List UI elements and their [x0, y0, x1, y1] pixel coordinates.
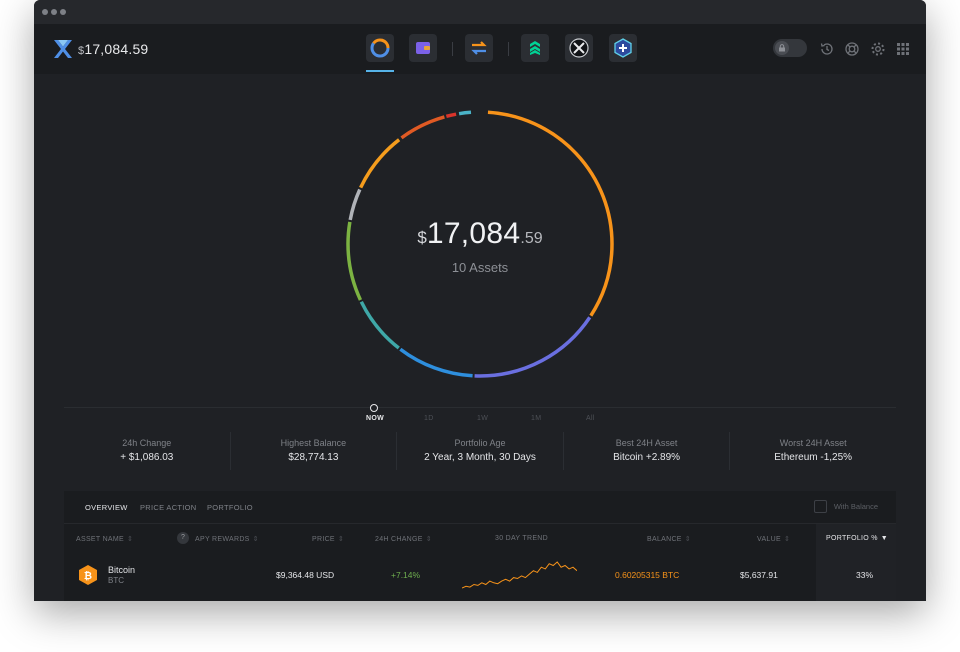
stat-label: Best 24H Asset	[615, 438, 678, 448]
bitcoin-icon: ₿	[79, 565, 97, 585]
nav-compound-app-button[interactable]	[521, 34, 549, 62]
xlm-app-icon	[569, 38, 589, 58]
stat-label: 24h Change	[122, 438, 172, 448]
history-icon[interactable]	[819, 41, 835, 57]
nav-portfolio-button[interactable]	[366, 34, 394, 62]
asset-30-day-trend	[462, 561, 577, 589]
assets-table: OVERVIEW PRICE ACTION PORTFOLIO With Bal…	[64, 491, 896, 601]
stat-best-24h-asset: Best 24H Asset Bitcoin +2.89%	[564, 432, 731, 470]
timeline-option-1d[interactable]: 1D	[424, 415, 434, 422]
window-control-minimize[interactable]	[51, 9, 57, 15]
compound-app-icon	[530, 41, 540, 55]
asset-balance: 0.60205315 BTC	[615, 570, 680, 580]
lock-icon	[775, 41, 789, 55]
add-app-icon	[614, 38, 632, 58]
asset-name: Bitcoin	[108, 565, 136, 575]
asset-24h-change: +7.14%	[391, 570, 421, 580]
lock-toggle[interactable]	[773, 39, 807, 57]
settings-icon[interactable]	[870, 41, 886, 57]
window-control-maximize[interactable]	[60, 9, 66, 15]
column-balance[interactable]: BALANCE ⇕	[647, 536, 691, 543]
timeline-track	[64, 407, 896, 408]
timeline-option-1m[interactable]: 1M	[531, 415, 542, 422]
with-balance-label: With Balance	[833, 502, 878, 511]
stat-label: Worst 24H Asset	[779, 438, 847, 448]
stat-portfolio-age: Portfolio Age 2 Year, 3 Month, 30 Days	[397, 432, 564, 470]
table-header: ASSET NAME ⇕ ? APY REWARDS ⇕ PRICE ⇕ 24H CH…	[64, 523, 896, 553]
window-control-close[interactable]	[42, 9, 48, 15]
help-icon[interactable]: ?	[177, 532, 189, 544]
column-30-day-trend: 30 DAY TREND	[495, 535, 549, 542]
nav-add-app-button[interactable]	[609, 34, 637, 62]
portfolio-column-highlight	[816, 523, 896, 601]
asset-portfolio-pct: 33%	[856, 570, 874, 580]
stat-label: Highest Balance	[280, 438, 347, 448]
portfolio-main: $17,084.59 10 Assets NOW 1D 1W 1M All 24…	[34, 74, 926, 601]
asset-ticker: BTC	[108, 576, 124, 585]
stat-worst-24h-asset: Worst 24H Asset Ethereum -1,25%	[730, 432, 896, 470]
support-icon[interactable]	[844, 41, 860, 57]
portfolio-donut-chart[interactable]	[344, 108, 616, 380]
apps-grid-icon[interactable]	[895, 41, 911, 57]
exodus-logo-icon	[54, 40, 72, 58]
stat-value: $28,774.13	[288, 452, 339, 463]
stat-label: Portfolio Age	[454, 438, 506, 448]
column-asset-name[interactable]: ASSET NAME ⇕	[76, 536, 134, 543]
nav-separator	[452, 42, 453, 56]
timeline-option-all[interactable]: All	[586, 415, 595, 422]
asset-price: $9,364.48 USD	[276, 570, 335, 580]
app-header: $17,084.59	[34, 24, 926, 74]
portfolio-total: $17,084.59	[417, 217, 543, 250]
nav-wallet-button[interactable]	[409, 34, 437, 62]
stat-24h-change: 24h Change + $1,086.03	[64, 432, 231, 470]
wallet-icon	[416, 42, 430, 54]
timeline-option-now[interactable]: NOW	[366, 415, 385, 422]
timeline-option-1w[interactable]: 1W	[477, 415, 489, 422]
exchange-icon	[471, 41, 487, 55]
stat-value: + $1,086.03	[120, 452, 174, 463]
stat-highest-balance: Highest Balance $28,774.13	[231, 432, 398, 470]
table-row[interactable]: ₿ Bitcoin BTC $9,364.48 USD +7.14% 0.602…	[64, 553, 896, 599]
stat-value: Ethereum -1,25%	[774, 452, 853, 463]
column-price[interactable]: PRICE ⇕	[312, 536, 345, 543]
asset-value: $5,637.91	[740, 570, 778, 580]
tab-price-action[interactable]: PRICE ACTION	[140, 503, 197, 512]
stat-value: 2 Year, 3 Month, 30 Days	[424, 452, 536, 463]
with-balance-checkbox[interactable]	[813, 500, 827, 513]
timeline-handle[interactable]	[370, 404, 378, 412]
title-bar	[34, 0, 926, 24]
nav-separator	[508, 42, 509, 56]
asset-count: 10 Assets	[451, 260, 509, 275]
column-value[interactable]: VALUE ⇕	[757, 536, 791, 543]
nav-xlm-app-button[interactable]	[565, 34, 593, 62]
tab-portfolio[interactable]: PORTFOLIO	[207, 503, 253, 512]
with-balance-filter[interactable]: With Balance	[813, 500, 878, 513]
portfolio-icon	[370, 38, 390, 58]
tab-overview[interactable]: OVERVIEW	[85, 503, 128, 512]
app-window: $17,084.59	[34, 0, 926, 601]
column-apy-rewards[interactable]: APY REWARDS ⇕	[195, 536, 259, 543]
nav-exchange-button[interactable]	[465, 34, 493, 62]
column-24h-change[interactable]: 24H CHANGE ⇕	[375, 536, 432, 543]
header-balance: $17,084.59	[78, 41, 149, 57]
table-tabs: OVERVIEW PRICE ACTION PORTFOLIO With Bal…	[64, 491, 896, 523]
nav-active-indicator	[366, 70, 394, 72]
stat-value: Bitcoin +2.89%	[613, 452, 681, 463]
svg-text:₿: ₿	[84, 570, 92, 582]
column-portfolio-pct[interactable]: PORTFOLIO % ▼	[826, 535, 889, 542]
portfolio-stats: 24h Change + $1,086.03 Highest Balance $…	[64, 432, 896, 470]
